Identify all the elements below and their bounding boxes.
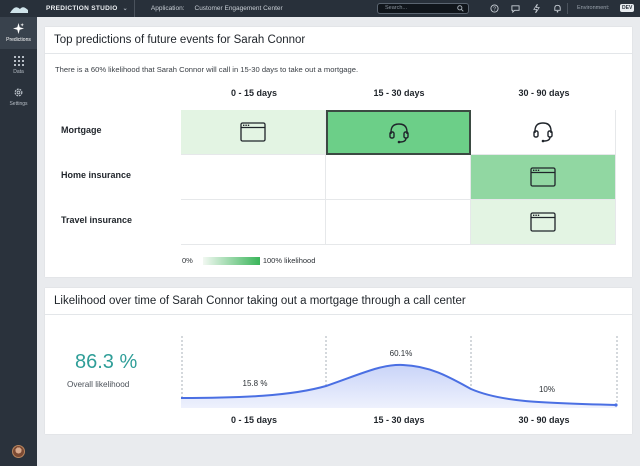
browser-window-icon: [530, 212, 556, 232]
prediction-cell: [326, 200, 471, 245]
predictions-description: There is a 60% likelihood that Sarah Con…: [55, 65, 359, 74]
likelihood-area: [181, 364, 617, 408]
environment-label: Environment:: [577, 5, 610, 11]
lightning-icon[interactable]: [530, 2, 542, 14]
sparkle-icon: [13, 23, 24, 34]
prediction-cell[interactable]: [471, 200, 616, 245]
grid-icon: [13, 55, 24, 66]
row-header-travel-insurance: Travel insurance: [61, 215, 133, 225]
legend-gradient: [202, 256, 260, 265]
sidebar-item-label: Predictions: [6, 37, 31, 43]
overall-likelihood-label: Overall likelihood: [67, 380, 130, 389]
prediction-cell[interactable]: [471, 110, 616, 155]
legend-min-label: 0%: [182, 256, 193, 265]
column-header: 15 - 30 days: [373, 88, 425, 98]
bell-icon[interactable]: [551, 2, 563, 14]
likelihood-endpoint: [614, 403, 618, 407]
browser-window-icon: [530, 167, 556, 187]
headset-icon: [531, 120, 555, 144]
chevron-down-icon: ⌄: [122, 6, 128, 12]
gear-icon: [14, 88, 23, 97]
prediction-cell[interactable]: [326, 110, 471, 155]
likelihood-line: [181, 363, 618, 406]
search-input[interactable]: Search...: [377, 3, 469, 14]
application-name[interactable]: Customer Engagement Center: [194, 5, 283, 12]
period-label: 15 - 30 days: [373, 415, 425, 425]
prediction-cell[interactable]: [471, 155, 616, 200]
predictions-card: Top predictions of future events for Sar…: [45, 27, 632, 277]
prediction-grid: [181, 110, 616, 246]
prediction-cell: [326, 155, 471, 200]
header-actions: ?: [488, 2, 563, 14]
help-icon[interactable]: ?: [488, 2, 500, 14]
sidebar-item-data[interactable]: Data: [0, 49, 37, 81]
point-label-0-15: 15.8 %: [243, 379, 268, 388]
sidebar-item-settings[interactable]: Settings: [0, 81, 37, 113]
row-header-mortgage: Mortgage: [61, 125, 102, 135]
prediction-cell: [181, 200, 326, 245]
brand-label: PREDICTION STUDIO: [46, 5, 118, 12]
top-bar: PREDICTION STUDIO ⌄ Application: Custome…: [0, 0, 640, 17]
likelihood-card: Likelihood over time of Sarah Connor tak…: [45, 288, 632, 434]
predictions-title: Top predictions of future events for Sar…: [45, 27, 632, 54]
likelihood-legend: 0% 100% likelihood: [182, 256, 315, 265]
legend-max-label: 100% likelihood: [262, 256, 316, 265]
sidebar-item-predictions[interactable]: Predictions: [0, 17, 37, 49]
svg-text:?: ?: [493, 6, 496, 12]
environment-badge: DEV: [620, 4, 635, 12]
likelihood-curve-chart: 15.8 % 60.1% 10%: [181, 336, 618, 408]
sidebar: Predictions Data Settings: [0, 17, 37, 466]
sidebar-item-label: Settings: [9, 101, 28, 107]
application-label: Application:: [150, 5, 185, 12]
app-logo[interactable]: [0, 0, 38, 17]
likelihood-title: Likelihood over time of Sarah Connor tak…: [45, 288, 632, 315]
chat-icon[interactable]: [509, 2, 521, 14]
period-label: 0 - 15 days: [230, 415, 278, 425]
application-info: Application: Customer Engagement Center: [151, 5, 283, 12]
prediction-cell[interactable]: [181, 110, 326, 155]
browser-window-icon: [240, 122, 266, 142]
overall-likelihood-value: 86.3 %: [75, 351, 138, 373]
point-label-30-90: 10%: [539, 385, 555, 394]
logo-icon: [10, 6, 28, 13]
studio-switcher[interactable]: PREDICTION STUDIO ⌄: [38, 0, 135, 17]
column-header: 0 - 15 days: [230, 88, 278, 98]
headset-icon: [387, 121, 411, 145]
divider: [567, 3, 568, 14]
period-label: 30 - 90 days: [518, 415, 570, 425]
avatar[interactable]: [12, 445, 25, 458]
sidebar-item-label: Data: [13, 68, 24, 75]
point-label-15-30: 60.1%: [390, 349, 413, 358]
search-icon: [457, 5, 464, 16]
prediction-cell: [181, 155, 326, 200]
search-placeholder: Search...: [385, 5, 408, 11]
row-header-home-insurance: Home insurance: [61, 170, 132, 180]
column-header: 30 - 90 days: [518, 88, 570, 98]
